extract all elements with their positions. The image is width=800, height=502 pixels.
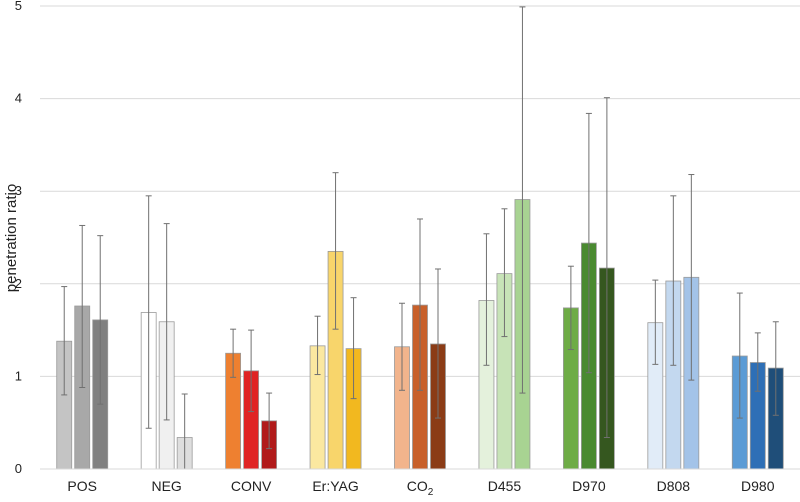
x-category-label-main: POS xyxy=(67,478,97,494)
x-category-label-main: D980 xyxy=(741,478,775,494)
bars xyxy=(56,199,784,470)
x-category-label: D970 xyxy=(572,478,606,494)
x-category-label: D980 xyxy=(741,478,775,494)
y-tick-label: 0 xyxy=(15,461,22,476)
x-category-label-main: CONV xyxy=(231,478,272,494)
x-category-label: CO2 xyxy=(407,478,434,497)
y-tick-label: 5 xyxy=(15,0,22,13)
x-category-label: Er:YAG xyxy=(312,478,358,494)
y-tick-label: 2 xyxy=(15,276,22,291)
x-category-label: POS xyxy=(67,478,97,494)
x-category-label: NEG xyxy=(151,478,181,494)
error-bars xyxy=(61,6,779,470)
x-category-label: D455 xyxy=(488,478,522,494)
x-category-label-subscript: 2 xyxy=(428,487,434,497)
x-category-label-main: D970 xyxy=(572,478,606,494)
y-axis-label: penetration ratio xyxy=(3,184,20,292)
x-axis-category-labels: POS NEG CONV Er:YAG CO2 D455 D970 D808 D980 xyxy=(67,478,775,498)
x-category-label-main: Er:YAG xyxy=(312,478,358,494)
x-category-label-main: D808 xyxy=(657,478,691,494)
x-category-label-main: D455 xyxy=(488,478,522,494)
y-tick-label: 3 xyxy=(15,183,22,198)
x-category-label: D808 xyxy=(657,478,691,494)
x-category-label: CONV xyxy=(231,478,272,494)
x-category-label-main: CO xyxy=(407,478,428,494)
y-axis-ticks: 0 1 2 3 4 5 xyxy=(15,0,22,476)
y-tick-label: 1 xyxy=(15,368,22,383)
x-category-label-main: NEG xyxy=(151,478,181,494)
y-tick-label: 4 xyxy=(15,91,22,106)
